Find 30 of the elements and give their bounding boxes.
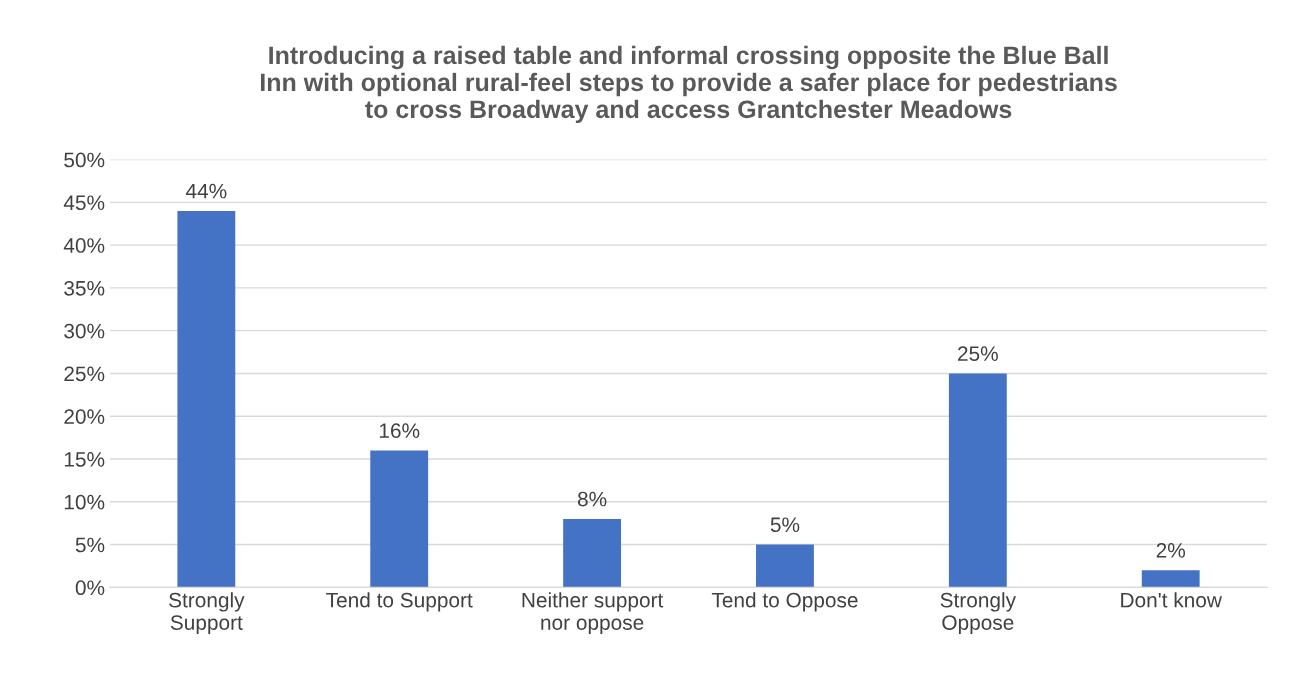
x-tick-label: Tend to Support [326, 592, 473, 612]
y-tick-label: 0% [75, 580, 105, 596]
x-tick-label: Don't know [1121, 592, 1222, 608]
x-tick-label: Strongly Support [169, 592, 245, 635]
y-tick-label: 5% [75, 537, 105, 553]
bar [1141, 570, 1200, 588]
y-tick-label: 15% [64, 452, 105, 467]
bar [370, 450, 429, 588]
chart-title: Introducing a raised table and informal crossing opposite the Blue Ball Inn with optional rural-feel steps to provide a safer place for pedestrians to cross Broadway and access Grantchester Meadows [260, 45, 1117, 124]
bar [948, 373, 1007, 588]
y-tick-label: 20% [64, 409, 105, 424]
y-tick-label: 35% [64, 280, 105, 296]
data-label: 25% [958, 346, 998, 361]
bar [756, 544, 814, 588]
data-label: 8% [577, 491, 607, 507]
y-tick-label: 45% [63, 195, 105, 211]
data-label: 2% [1156, 543, 1186, 558]
y-tick-label: 25% [64, 366, 105, 382]
data-label: 44% [185, 183, 227, 199]
y-tick-label: 40% [63, 238, 105, 253]
y-tick-label: 50% [64, 152, 105, 168]
data-label: 16% [379, 423, 420, 438]
x-tick-label: Strongly Oppose [940, 592, 1017, 635]
y-tick-label: 10% [64, 494, 105, 510]
data-label: 5% [770, 517, 800, 533]
bar [177, 210, 236, 588]
x-tick-label: Neither support nor oppose [522, 592, 664, 635]
y-tick-label: 30% [64, 323, 105, 339]
x-tick-label: Tend to Oppose [711, 592, 858, 612]
bar [563, 518, 622, 588]
